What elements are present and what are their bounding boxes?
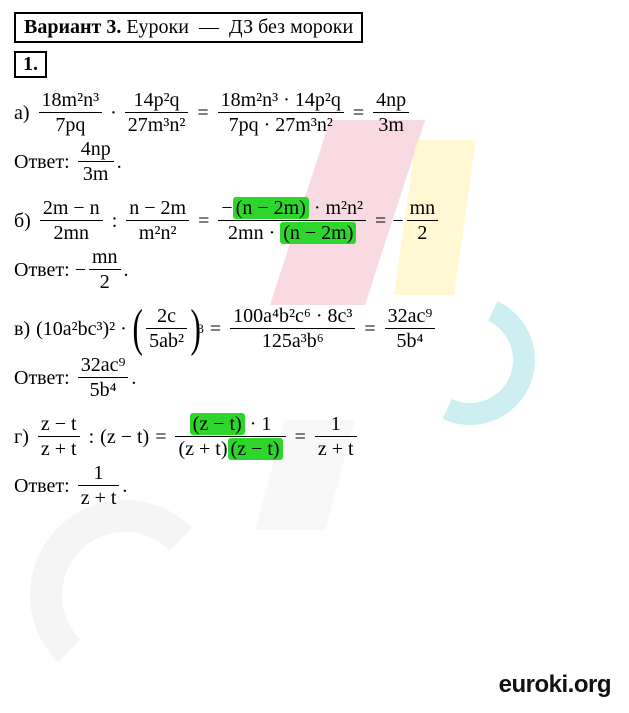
fraction: 14p²q 27m³n² — [125, 90, 189, 135]
period: . — [122, 476, 127, 496]
fraction: 18m²n³ · 14p²q 7pq · 27m³n² — [218, 90, 344, 135]
answer-d: Ответ: 1 z + t . — [14, 463, 615, 508]
dot-operator: · — [110, 103, 117, 123]
equals: = — [364, 319, 375, 339]
problem-a: а) 18m²n³ 7pq · 14p²q 27m³n² = 18m²n³ · … — [14, 90, 615, 135]
period: . — [131, 368, 136, 388]
divide-operator: : — [112, 211, 118, 231]
header-site: Еуроки — [126, 16, 189, 38]
highlight: (z − t) — [190, 413, 245, 435]
answer-label: Ответ: — [14, 152, 70, 172]
fraction: 2m − n 2mn — [40, 198, 103, 243]
fraction: 4np 3m — [373, 90, 409, 135]
equals: = — [295, 427, 306, 447]
highlight: (n − 2m) — [233, 197, 309, 219]
answer-a: Ответ: 4np 3m . — [14, 139, 615, 184]
term: (10a²bc³)² — [36, 319, 115, 339]
task-number: 1. — [14, 51, 47, 78]
problem-c-label: в) — [14, 319, 30, 339]
fraction: 2c 5ab² — [146, 306, 187, 351]
fraction: 32ac⁹ 5b⁴ — [385, 306, 436, 351]
paren-left: ( — [132, 308, 142, 350]
paren-right: ) — [191, 308, 201, 350]
period: . — [117, 152, 122, 172]
problem-d-label: г) — [14, 427, 29, 447]
answer-label: Ответ: — [14, 476, 70, 496]
equals: = — [198, 211, 209, 231]
highlight: (z − t) — [228, 438, 283, 460]
problem-b: б) 2m − n 2mn : n − 2m m²n² = −(n − 2m) … — [14, 198, 615, 243]
fraction: 1 z + t — [315, 414, 357, 459]
fraction: 1 z + t — [78, 463, 120, 508]
fraction: 32ac⁹ 5b⁴ — [78, 355, 129, 400]
fraction: 4np 3m — [78, 139, 114, 184]
divide-operator: : — [89, 427, 95, 447]
equals: = — [197, 103, 208, 123]
fraction: (z − t) · 1 (z + t)(z − t) — [175, 414, 285, 459]
problem-c: в) (10a²bc³)² · ( 2c 5ab² ) 3 = 100a⁴b²c… — [14, 306, 615, 351]
period: . — [124, 260, 129, 280]
term: (z − t) — [100, 427, 149, 447]
dot-operator: · — [120, 319, 127, 339]
fraction: −(n − 2m) · m²n² 2mn · (n − 2m) — [218, 198, 366, 243]
problem-b-label: б) — [14, 211, 31, 231]
problem-a-label: а) — [14, 103, 30, 123]
watermark-arc-gray — [30, 500, 220, 690]
fraction: n − 2m m²n² — [126, 198, 189, 243]
answer-label: Ответ: — [14, 368, 70, 388]
variant-label: Вариант 3. — [24, 16, 121, 38]
fraction: 18m²n³ 7pq — [39, 90, 103, 135]
fraction: mn 2 — [89, 247, 121, 292]
highlight: (n − 2m) — [280, 222, 356, 244]
equals: = — [375, 211, 386, 231]
fraction: 100a⁴b²c⁶ · 8c³ 125a³b⁶ — [230, 306, 355, 351]
equals: = — [353, 103, 364, 123]
fraction: mn 2 — [407, 198, 439, 243]
equals: = — [155, 427, 166, 447]
equals: = — [210, 319, 221, 339]
answer-c: Ответ: 32ac⁹ 5b⁴ . — [14, 355, 615, 400]
fraction: z − t z + t — [38, 414, 80, 459]
problem-d: г) z − t z + t : (z − t) = (z − t) · 1 (… — [14, 414, 615, 459]
footer-watermark: euroki.org — [499, 671, 611, 699]
answer-b: Ответ: − mn 2 . — [14, 247, 615, 292]
answer-label: Ответ: — [14, 260, 70, 280]
page-header: Вариант 3. Еуроки — ДЗ без мороки — [14, 12, 363, 43]
header-tagline: ДЗ без мороки — [229, 16, 353, 38]
